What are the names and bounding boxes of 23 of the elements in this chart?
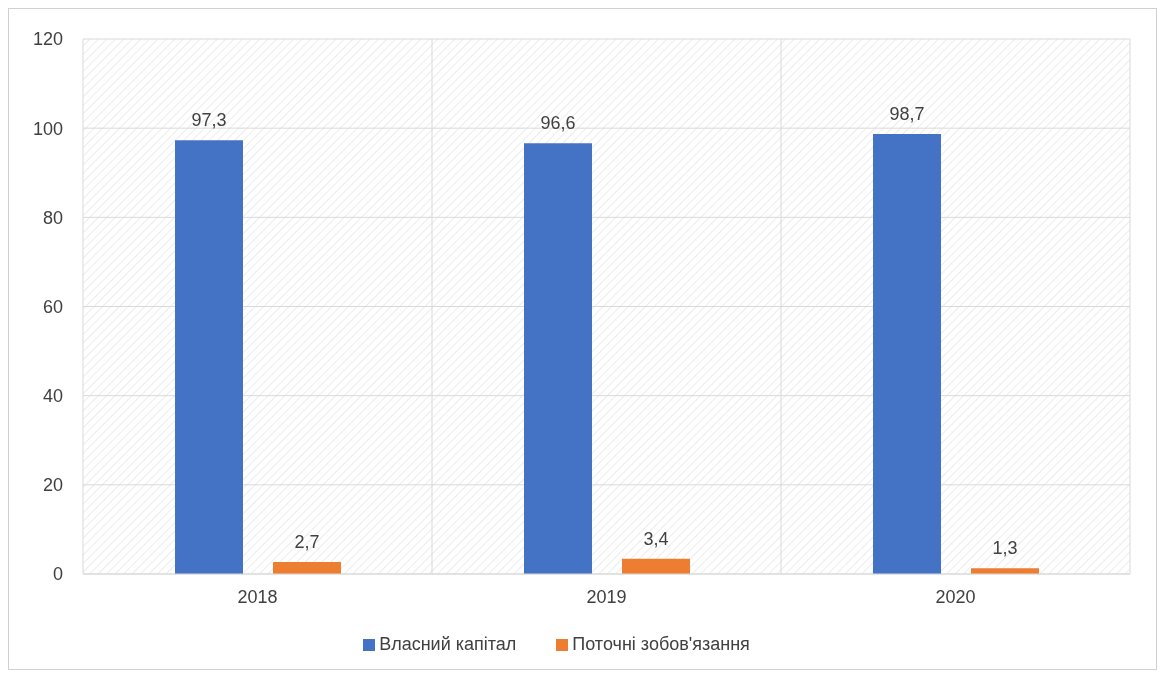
y-tick-label: 0	[52, 564, 63, 585]
x-tick-label: 2019	[586, 586, 627, 607]
y-tick-label: 40	[42, 386, 63, 407]
data-label: 97,3	[191, 110, 227, 131]
bar	[175, 140, 243, 574]
y-tick-label: 100	[32, 118, 63, 139]
bar	[873, 133, 941, 574]
y-tick-label: 80	[42, 207, 63, 228]
data-label: 2,7	[294, 531, 320, 552]
data-label: 1,3	[992, 538, 1018, 559]
data-label: 98,7	[889, 103, 925, 124]
x-tick-label: 2020	[935, 586, 976, 607]
y-tick-label: 60	[42, 296, 63, 317]
legend-label: Власний капітал	[379, 634, 517, 654]
bar	[273, 561, 341, 574]
bar	[524, 143, 592, 574]
data-label: 96,6	[540, 113, 576, 134]
y-tick-label: 120	[32, 29, 63, 50]
y-tick-label: 20	[42, 475, 63, 496]
legend-label: Поточні зобов'язання	[572, 634, 750, 654]
x-tick-label: 2018	[237, 586, 278, 607]
data-label: 3,4	[643, 528, 669, 549]
bar	[622, 558, 690, 574]
